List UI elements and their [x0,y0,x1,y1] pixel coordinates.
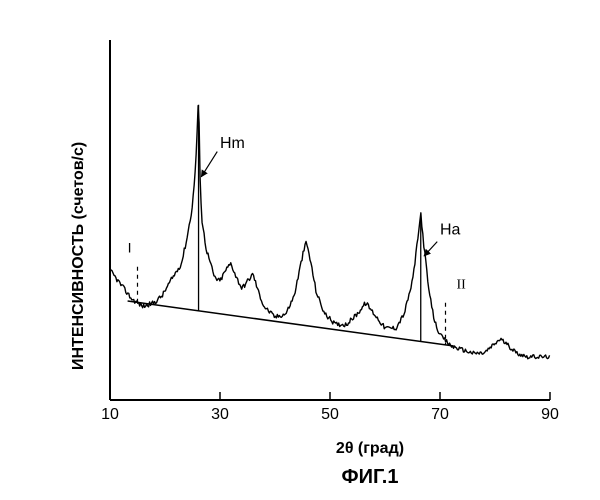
figure-caption: ФИГ.1 [0,466,600,489]
x-tick-label: 30 [211,406,229,424]
y-axis-label: ИНТЕНСИВНОСТЬ (счетов/с) [70,142,88,370]
figure-container: ИНТЕНСИВНОСТЬ (счетов/с) HmHaIII 1030507… [0,0,600,500]
annotation-I: I [128,239,132,255]
chart-svg: HmHaIII [110,40,550,400]
plot-area: HmHaIII [110,40,550,400]
x-tick-label: 50 [321,406,339,424]
annotation-II: II [457,277,467,292]
x-tick-label: 70 [431,406,449,424]
annotation-Ha: Ha [440,221,461,238]
annotation-Hm: Hm [220,135,245,152]
x-axis-label: 2θ (град) [0,440,600,458]
x-tick-label: 10 [101,406,119,424]
x-tick-label: 90 [541,406,559,424]
